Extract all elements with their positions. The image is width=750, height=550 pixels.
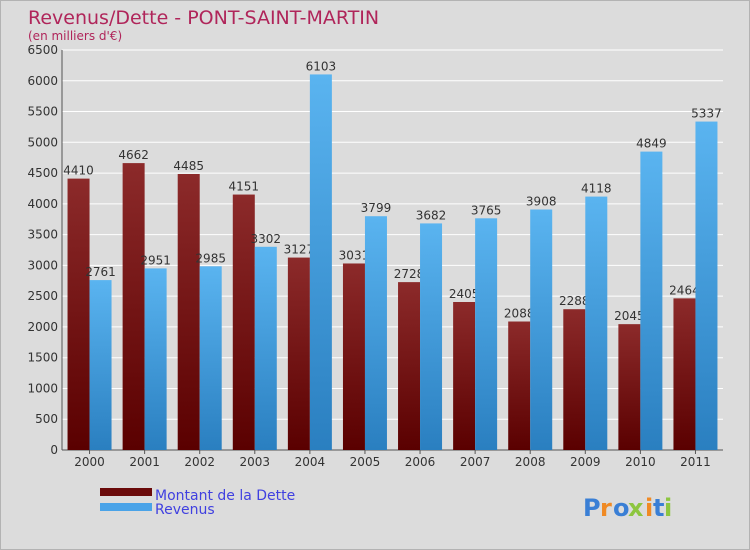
chart-title: Revenus/Dette - PONT-SAINT-MARTIN: [28, 7, 379, 29]
bar-debt-2001: [122, 163, 145, 450]
bar-debt-2003: [232, 194, 255, 450]
logo-letter: o: [613, 494, 630, 522]
data-label-revenus-2006: 3682: [416, 208, 447, 222]
x-tick-label-2011: 2011: [680, 455, 711, 469]
data-label-debt-2003: 4151: [229, 180, 260, 194]
logo-letter: x: [628, 494, 644, 522]
bar-debt-2002: [177, 174, 200, 450]
bar-revenus-2002: [199, 266, 222, 450]
y-tick-label: 1000: [27, 381, 58, 395]
y-tick-label: 5500: [27, 105, 58, 119]
bar-debt-2006: [398, 282, 421, 450]
logo-letter: i: [664, 494, 672, 522]
data-label-revenus-2003: 3302: [251, 232, 282, 246]
bar-debt-2005: [342, 263, 365, 450]
data-label-debt-2002: 4485: [173, 159, 204, 173]
logo-letter: t: [653, 494, 664, 522]
data-label-debt-2001: 4662: [118, 148, 149, 162]
data-label-debt-2005: 3031: [339, 248, 370, 262]
y-tick-label: 0: [50, 443, 58, 457]
data-label-debt-2000: 4410: [63, 164, 94, 178]
data-label-debt-2011: 2464: [669, 283, 700, 297]
y-axis: 0 500 1000 1500 2000 2500 3000 3500 4000 4500 5000…: [27, 43, 723, 457]
x-tick-label-2005: 2005: [350, 455, 381, 469]
bar-debt-2000: [67, 178, 90, 450]
y-tick-label: 2500: [27, 289, 58, 303]
y-tick-label: 6000: [27, 74, 58, 88]
data-label-revenus-2007: 3765: [471, 203, 502, 217]
data-label-revenus-2000: 2761: [85, 265, 116, 279]
data-label-debt-2004: 3127: [284, 243, 315, 257]
y-tick-label: 5000: [27, 135, 58, 149]
legend-swatch-revenus: [100, 503, 152, 511]
data-label-debt-2006: 2728: [394, 267, 425, 281]
logo-letter: r: [600, 494, 612, 522]
legend-swatch-debt: [100, 488, 152, 496]
data-label-debt-2007: 2405: [449, 287, 480, 301]
x-tick-label-2002: 2002: [184, 455, 215, 469]
y-tick-label: 6500: [27, 43, 58, 57]
data-label-revenus-2011: 5337: [691, 107, 722, 121]
data-label-revenus-2008: 3908: [526, 195, 557, 209]
x-tick-label-2007: 2007: [460, 455, 491, 469]
chart-subtitle: (en milliers d'€): [28, 29, 122, 43]
y-tick-label: 2000: [27, 320, 58, 334]
bar-debt-2008: [508, 321, 531, 450]
data-label-revenus-2001: 2951: [140, 253, 171, 267]
y-tick-label: 3000: [27, 258, 58, 272]
data-label-debt-2008: 2088: [504, 307, 535, 321]
x-tick-label-2006: 2006: [405, 455, 436, 469]
x-tick-label-2001: 2001: [129, 455, 160, 469]
logo-letter: i: [645, 494, 653, 522]
x-axis: 2000 2001 2002 2003 2004 2005 2006 2007 2008 2009…: [74, 450, 711, 469]
x-tick-label-2010: 2010: [625, 455, 656, 469]
data-label-debt-2009: 2288: [559, 294, 590, 308]
legend-label-debt: Montant de la Dette: [155, 488, 295, 504]
y-tick-label: 3500: [27, 228, 58, 242]
bar-revenus-2011: [695, 121, 718, 451]
data-label-revenus-2005: 3799: [361, 201, 392, 215]
logo-letter: P: [583, 494, 601, 522]
bar-debt-2007: [453, 302, 476, 450]
y-tick-label: 1500: [27, 351, 58, 365]
x-tick-label-2004: 2004: [295, 455, 326, 469]
bar-revenus-2005: [364, 216, 387, 450]
data-label-revenus-2004: 6103: [306, 59, 337, 73]
data-label-revenus-2002: 2985: [195, 251, 226, 265]
bar-revenus-2001: [144, 268, 167, 450]
legend-label-revenus: Revenus: [155, 502, 215, 518]
bar-revenus-2008: [530, 209, 553, 450]
y-tick-label: 500: [35, 412, 58, 426]
bar-revenus-2004: [309, 74, 332, 450]
x-tick-label-2009: 2009: [570, 455, 601, 469]
bar-debt-2004: [287, 257, 310, 450]
x-tick-label-2003: 2003: [240, 455, 271, 469]
bar-debt-2010: [618, 324, 641, 450]
x-tick-label-2000: 2000: [74, 455, 105, 469]
bar-revenus-2010: [640, 151, 663, 450]
y-tick-label: 4500: [27, 166, 58, 180]
y-tick-label: 4000: [27, 197, 58, 211]
bar-revenus-2000: [89, 280, 112, 450]
x-tick-label-2008: 2008: [515, 455, 546, 469]
bar-revenus-2009: [585, 196, 608, 450]
data-label-debt-2010: 2045: [614, 309, 645, 323]
bar-debt-2011: [673, 298, 696, 450]
bar-revenus-2006: [420, 223, 443, 450]
legend: Montant de la Dette Revenus: [100, 488, 295, 518]
data-label-revenus-2009: 4118: [581, 182, 612, 196]
bar-debt-2009: [563, 309, 586, 450]
bar-revenus-2007: [475, 218, 498, 450]
data-label-revenus-2010: 4849: [636, 137, 667, 151]
bar-revenus-2003: [254, 246, 277, 450]
